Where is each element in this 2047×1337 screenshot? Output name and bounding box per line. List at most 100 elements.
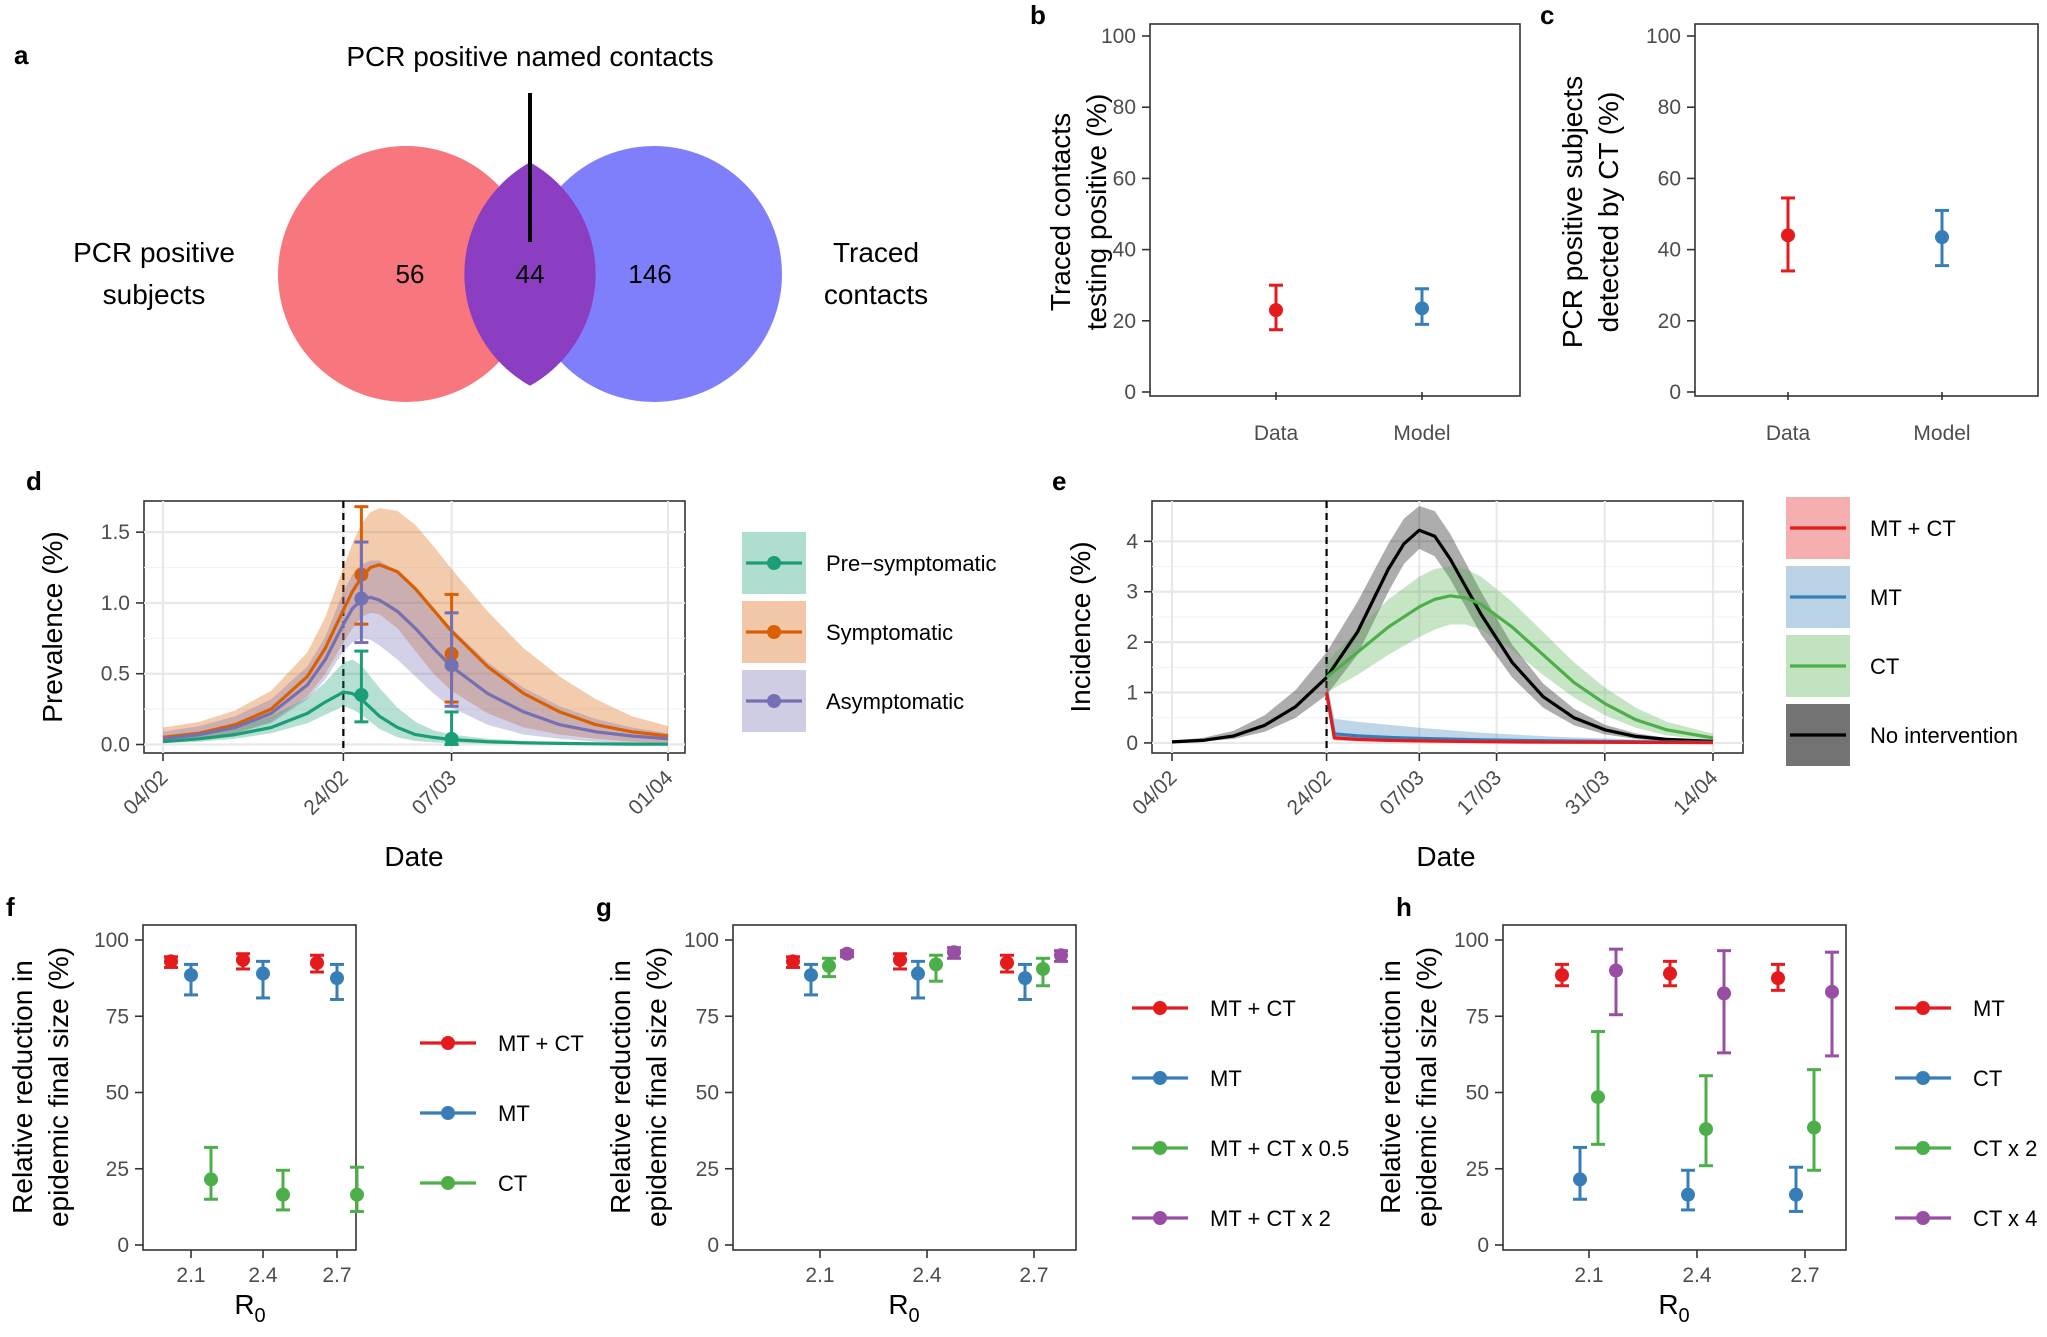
panel-c: c 0 20 40 60 80 100 Data Model PCR positive s… [1540, 0, 2039, 445]
b-ytick-label-0: 0 [1124, 381, 1136, 404]
panel-h-xlabel-sub: 0 [1679, 1305, 1690, 1327]
e-ribbon-no-intervention [1172, 506, 1713, 743]
panel-e-lines [1171, 528, 1714, 745]
panel-c-ylabel-line1: PCR positive subjects [1557, 76, 1588, 348]
panel-d-lines [162, 563, 669, 746]
panel-e: e 0 1 2 3 4 04/02 24/02 07/03 17/03 31/03 14/04 D… [1052, 466, 2018, 872]
panel-e-legend: MT + CT MT CT No intervention [1786, 497, 2018, 766]
g-ytick-label-0: 0 [707, 1234, 719, 1257]
e-ytick-label-1: 1 [1126, 682, 1138, 705]
h-ytick-label-75: 75 [1466, 1005, 1489, 1028]
panel-c-ylabel-line2: detected by CT (%) [1593, 92, 1624, 333]
f-xtick-label-2-4: 2.4 [248, 1264, 278, 1287]
venn-overlap [464, 162, 596, 386]
g-legend-point-mt [1153, 1071, 1167, 1085]
venn-left-circle [278, 146, 534, 402]
panel-h-legend: MT CT CT x 2 CT x 4 [1895, 996, 2037, 1231]
d-ytick-label-1-0: 1.0 [101, 592, 130, 615]
g-mt-ct-x-2-r0-2-7-point [1054, 948, 1068, 963]
e-xtick-label-14-04: 14/04 [1669, 766, 1723, 820]
h-legend-label-ct-x-2: CT x 2 [1973, 1136, 2037, 1161]
d-xtick-label-24-02: 24/02 [299, 766, 352, 819]
f-xtick-label-2-1: 2.1 [176, 1264, 205, 1287]
e-ribbon-ct [1326, 566, 1713, 741]
g-mt-ct-r0-2-1-point [786, 954, 800, 969]
panel-b-marks [1269, 283, 1429, 332]
panel-f-ylabel-line2: epidemic final size (%) [43, 947, 74, 1227]
panel-g-label: g [596, 892, 612, 922]
panel-h-label: h [1396, 892, 1412, 922]
e-xtick-label-31-03: 31/03 [1561, 766, 1614, 819]
panel-f-marks [164, 952, 364, 1213]
panel-g-ticks: 0 25 50 75 100 2.1 2.4 2.7 [684, 929, 1049, 1287]
b-ytick-label-100: 100 [1101, 25, 1136, 48]
panel-h-ylabel-line2: epidemic final size (%) [1411, 947, 1442, 1227]
h-ytick-label-50: 50 [1466, 1082, 1489, 1105]
e-xtick-label-17-03: 17/03 [1453, 766, 1506, 819]
d-legend-point-pre-symptomatic [767, 556, 781, 570]
panel-b-xtick-data: Data [1254, 422, 1299, 445]
f-mt-ct-r0-2-1-point [164, 954, 178, 969]
f-mt-ct-r0-2-7-point [310, 955, 324, 970]
h-mt-r0-2-7-point [1771, 971, 1785, 986]
e-legend-label-ct: CT [1870, 654, 1899, 679]
panel-h-ylabel-line1: Relative reduction in [1375, 960, 1406, 1214]
e-line-mt-ct [1325, 692, 1714, 745]
d-ribbon-pre-symptomatic [163, 659, 668, 745]
d-ytick-label-1-5: 1.5 [101, 521, 130, 544]
panel-b-ylabel-line1: Traced contacts [1045, 113, 1076, 311]
b-ytick-label-40: 40 [1113, 239, 1136, 262]
panel-g-xlabel-main: R [888, 1289, 908, 1320]
e-legend-label-mt-ct: MT + CT [1870, 516, 1956, 541]
h-legend-label-ct: CT [1973, 1066, 2002, 1091]
venn-right-circle [526, 146, 782, 402]
g-mt-ct-r0-2-4-point [893, 952, 907, 967]
f-ct-r0-2-4-point [276, 1187, 290, 1202]
venn-overlap-count: 44 [516, 259, 545, 289]
panel-e-x-ticks: 04/02 24/02 07/03 17/03 31/03 14/04 [1128, 753, 1723, 820]
panel-a-label: a [14, 40, 29, 70]
d-ribbon-symptomatic [163, 508, 668, 744]
f-mt-r0-2-4-point [256, 966, 270, 981]
panel-e-y-ticks: 0 1 2 3 4 [1126, 530, 1152, 755]
panel-b: b 0 20 40 60 80 100 Data Model Traced contact… [1030, 0, 1521, 445]
d-ytick-label-0-5: 0.5 [101, 663, 130, 686]
g-ytick-label-50: 50 [696, 1082, 719, 1105]
panel-f-xlabel: R0 [234, 1289, 265, 1327]
panel-c-xtick-model: Model [1913, 422, 1970, 445]
c-data-point [1781, 228, 1795, 243]
panel-d-legend: Pre−symptomatic Symptomatic Asymptomatic [742, 532, 997, 732]
f-mt-r0-2-7-point [330, 971, 344, 986]
h-ct-r0-2-7-point [1789, 1187, 1803, 1202]
d-obs-pre-symptomatic-5-point [444, 731, 459, 746]
panel-b-label: b [1030, 0, 1046, 30]
b-ytick-label-80: 80 [1113, 96, 1136, 119]
panel-h-ticks: 0 25 50 75 100 2.1 2.4 2.7 [1454, 929, 1820, 1287]
d-ytick-label-0-0: 0.0 [101, 734, 130, 757]
e-ytick-label-0: 0 [1126, 732, 1138, 755]
panel-h-xlabel-main: R [1658, 1289, 1678, 1320]
d-legend-label-symptomatic: Symptomatic [826, 620, 953, 645]
panel-b-plot-area [1149, 23, 1521, 397]
f-mt-r0-2-1-point [184, 968, 198, 983]
panel-e-label: e [1052, 466, 1066, 496]
panel-e-ylabel: Incidence (%) [1065, 541, 1096, 712]
g-legend-point-mt-ct [1153, 1001, 1167, 1015]
h-ct-x-4-r0-2-4-point [1717, 986, 1731, 1001]
g-legend-label-mt-ct-x-0-5: MT + CT x 0.5 [1210, 1136, 1349, 1161]
f-ytick-label-50: 50 [106, 1082, 129, 1105]
g-xtick-label-2-7: 2.7 [1019, 1264, 1048, 1287]
venn-title: PCR positive named contacts [346, 41, 713, 72]
f-ct-r0-2-7-point [350, 1187, 364, 1202]
h-xtick-label-2-1: 2.1 [1574, 1264, 1603, 1287]
d-line-asymptomatic [162, 595, 669, 741]
h-ct-x-4-r0-2-1-point [1609, 963, 1623, 978]
e-ytick-label-3: 3 [1126, 581, 1138, 604]
f-legend-label-mt-ct: MT + CT [498, 1031, 584, 1056]
f-ct-r0-2-1-point [204, 1172, 218, 1187]
panel-f-xlabel-sub: 0 [255, 1305, 266, 1327]
panel-f-label: f [6, 892, 15, 922]
g-mt-ct-x-2-r0-2-4-point [947, 945, 961, 960]
venn-left-count: 56 [396, 259, 425, 289]
